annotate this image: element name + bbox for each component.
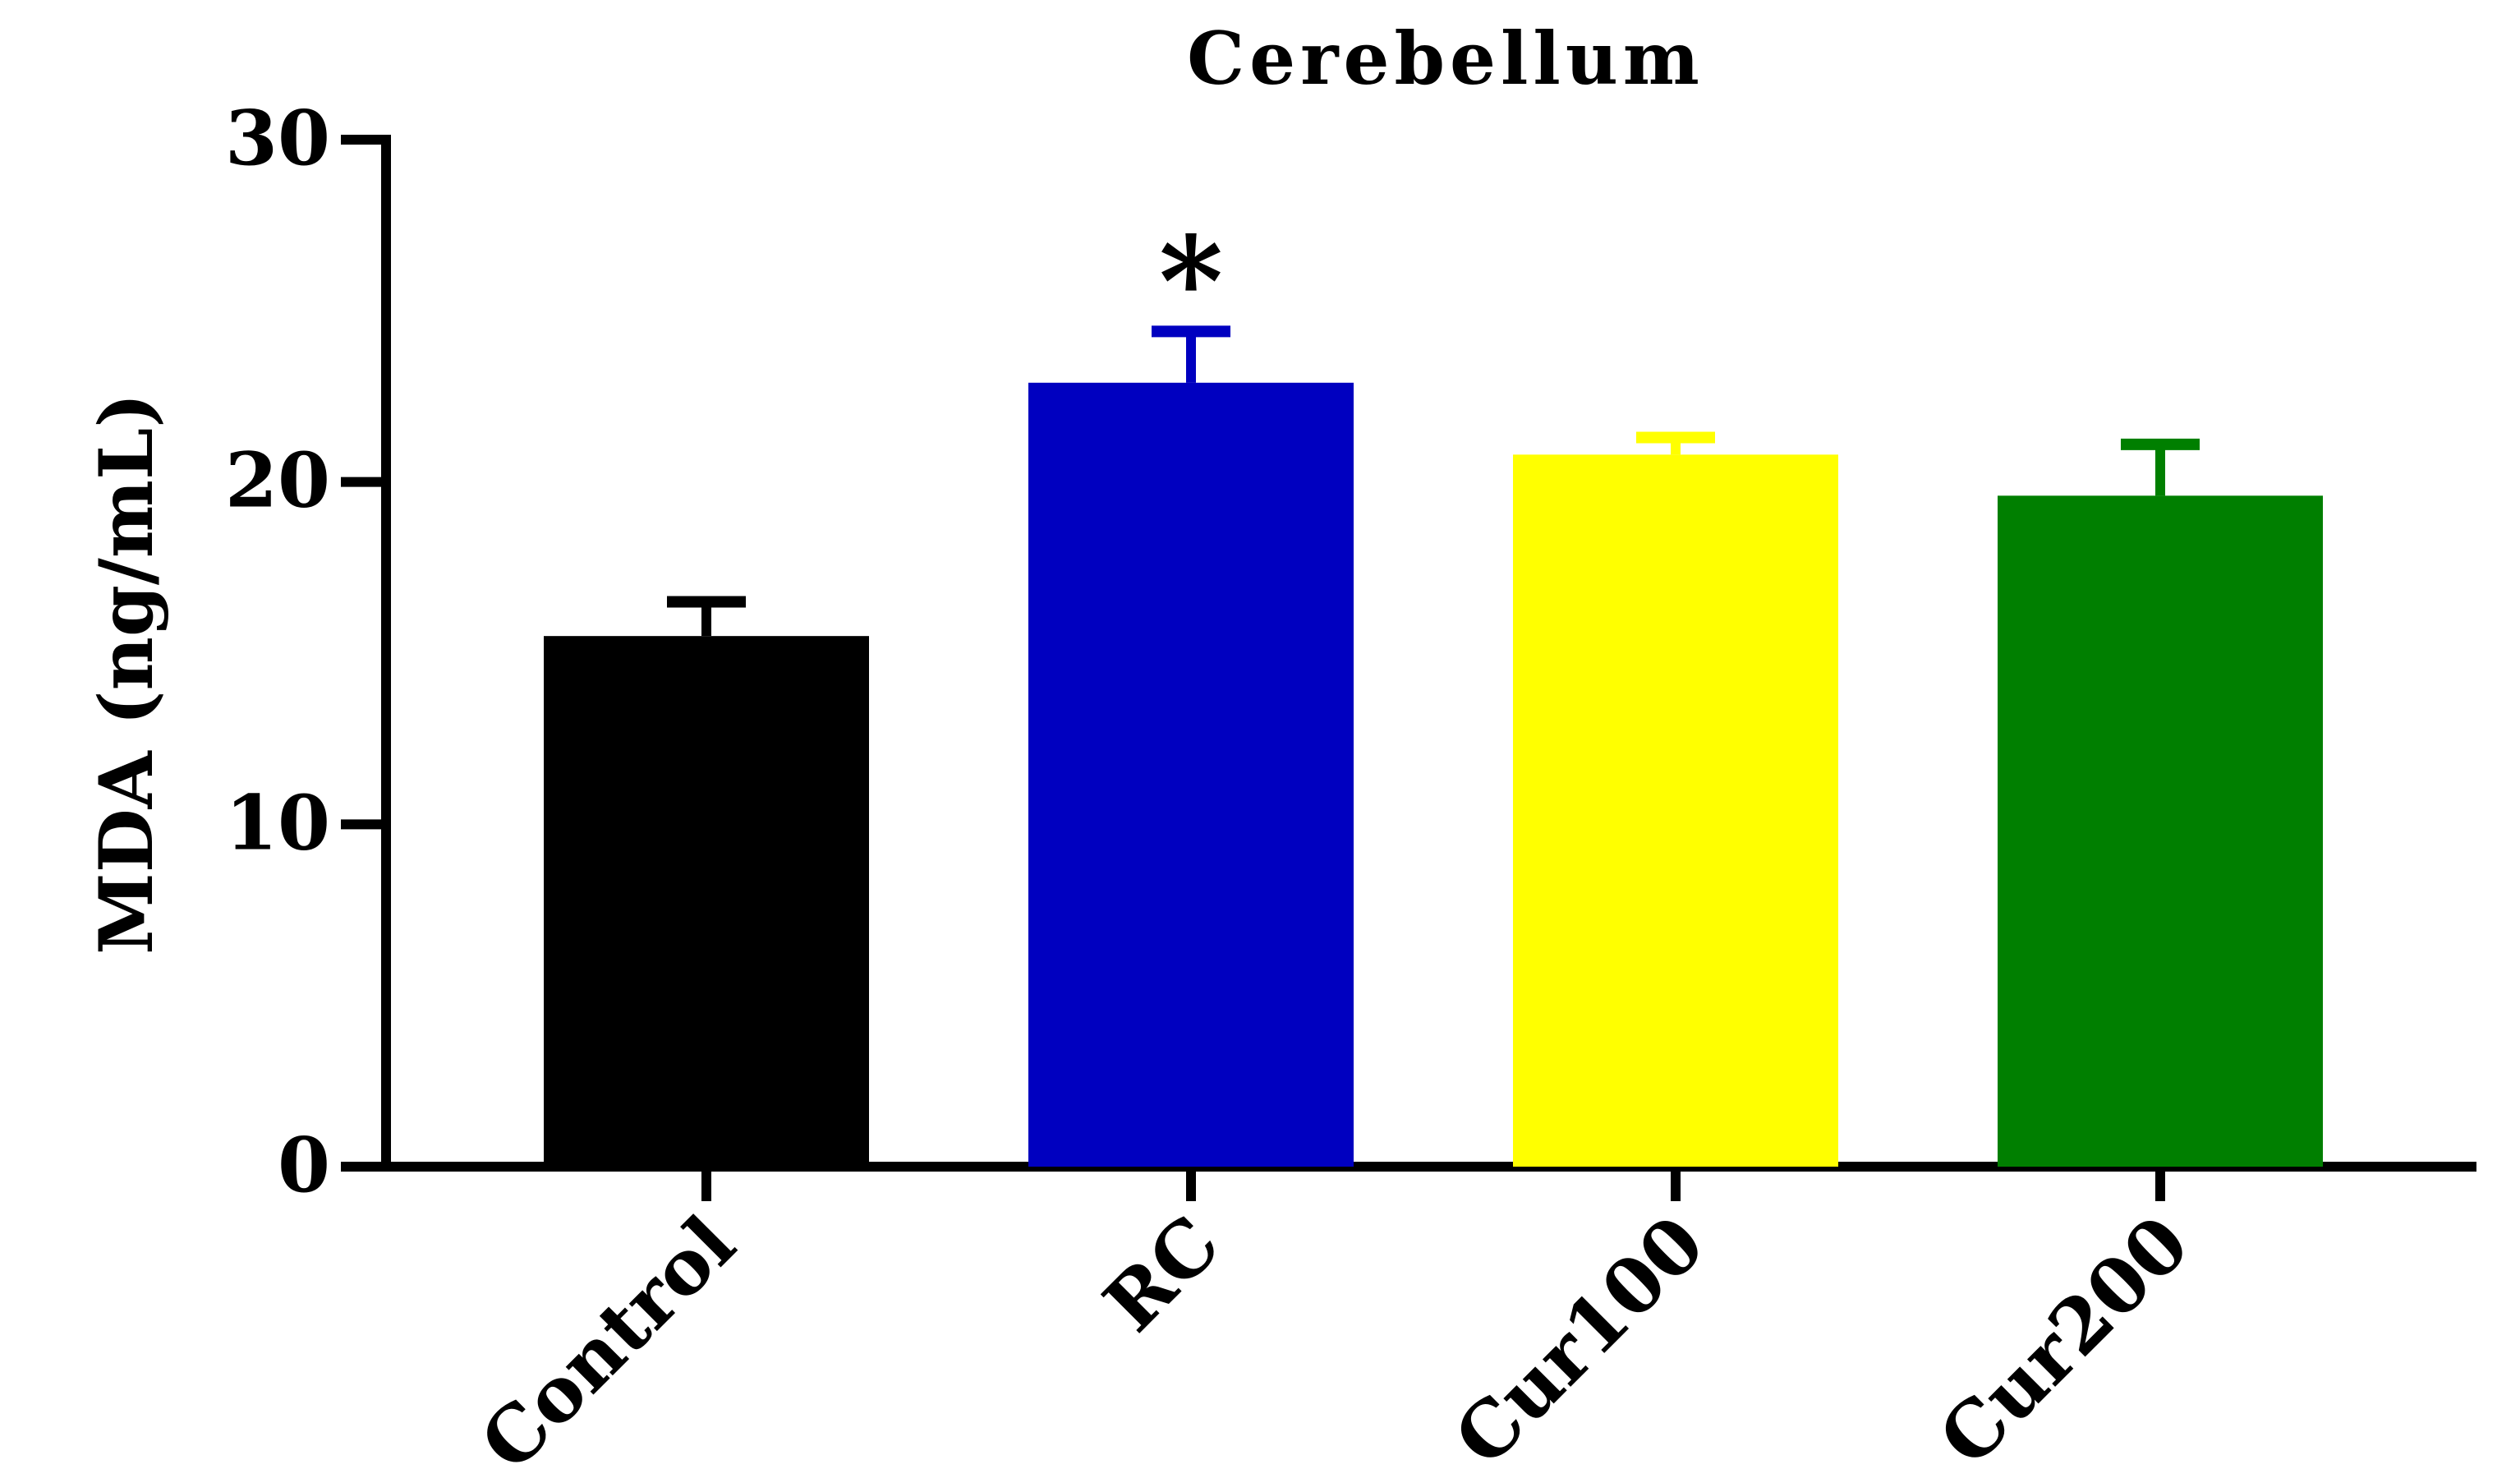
y-tick-label: 0 (278, 1121, 330, 1209)
bar-rc (1028, 382, 1354, 1167)
chart-title: Cerebellum (1187, 16, 1704, 101)
y-tick-label: 30 (225, 94, 330, 182)
significance-annotation: * (1159, 210, 1223, 354)
x-tick-label: RC (1087, 1199, 1236, 1348)
y-tick-label: 20 (225, 436, 330, 525)
x-tick-label: Cur200 (1922, 1199, 2206, 1469)
x-tick-label: Cur100 (1437, 1199, 1722, 1469)
bar-control (544, 636, 869, 1167)
bars (544, 325, 2323, 1167)
y-axis-label: MDA (ng/mL) (83, 393, 170, 955)
bar-cur200 (1998, 495, 2323, 1167)
bar-cur100 (1513, 454, 1838, 1167)
y-tick-label: 10 (225, 778, 330, 867)
x-tick-label: Control (463, 1199, 752, 1469)
